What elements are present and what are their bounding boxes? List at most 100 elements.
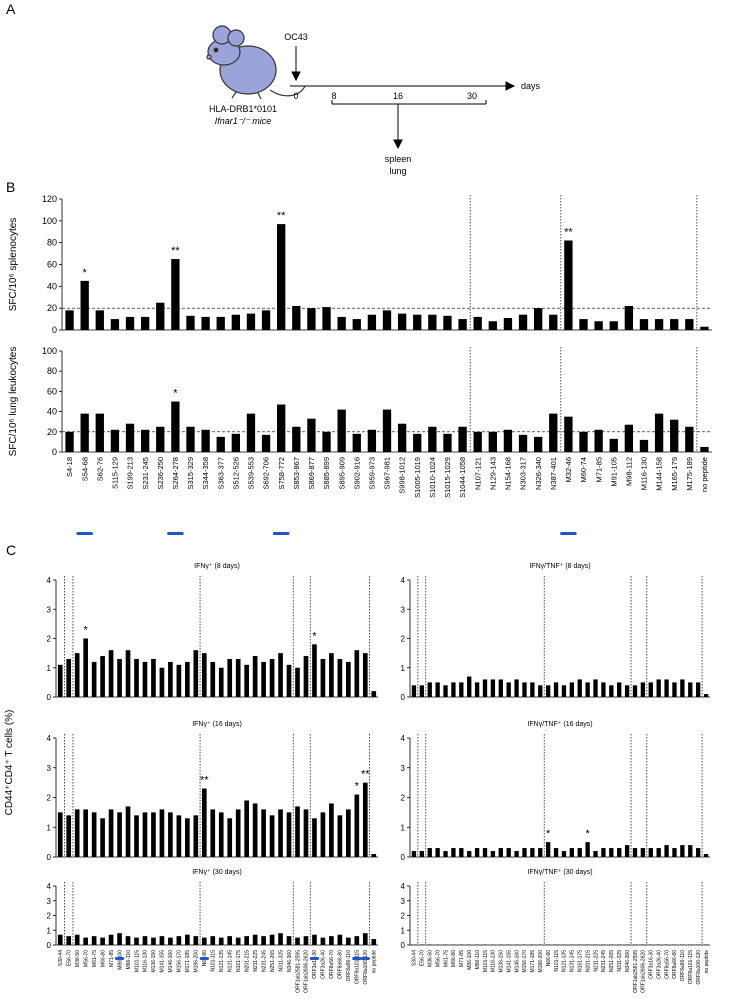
x-tick-label: N251-265 (609, 950, 615, 972)
bar (367, 314, 377, 330)
bar (700, 446, 709, 452)
bar (125, 650, 131, 697)
bar (435, 848, 440, 857)
bar (295, 806, 300, 857)
x-tick-label: S1010-1024 (428, 457, 437, 498)
y-tick-label: 3 (47, 897, 52, 906)
bar (312, 934, 317, 945)
x-tick-label: ORF8a56-70 (664, 950, 670, 979)
x-tick-label: N346-360 (287, 950, 293, 972)
x-tick-label: M96-110 (475, 950, 481, 970)
x-tick-label: N251-265 (270, 950, 276, 972)
bar (193, 815, 199, 857)
bar (125, 806, 131, 857)
bar (518, 434, 528, 452)
x-tick-label: ORF1ab2606-2620 (304, 950, 310, 993)
bar (329, 936, 334, 945)
bar (65, 310, 74, 330)
bar (303, 656, 309, 697)
x-tick-label: N211-225 (253, 950, 259, 972)
bar (451, 682, 456, 697)
x-tick-label: N211-225 (593, 950, 599, 972)
x-tick-label: S959-973 (368, 457, 377, 490)
x-tick-label: M186-200 (538, 950, 544, 973)
bar (108, 650, 114, 697)
x-tick-label: ORF8a56-70 (329, 950, 335, 979)
bar (329, 653, 334, 697)
y-tick-label: 2 (401, 635, 406, 644)
bar (498, 848, 503, 857)
bar (664, 679, 669, 697)
bar (594, 429, 603, 452)
bar (354, 794, 360, 857)
y-tick-label: 1 (47, 926, 52, 935)
bar (593, 851, 598, 857)
panel-title: IFNγ/TNF⁺ (16 days) (527, 721, 592, 728)
day-label: 8 (331, 91, 336, 101)
x-tick-label: N121-135 (562, 950, 568, 972)
y-tick-label: 1 (401, 664, 406, 673)
x-tick-label: M141-155 (160, 950, 166, 973)
bar (474, 682, 480, 697)
bar (322, 307, 331, 330)
bar (252, 803, 258, 857)
bar (624, 685, 630, 697)
bar (352, 433, 361, 452)
bar (624, 424, 634, 452)
x-tick-label: N231-245 (261, 950, 267, 972)
bar (201, 429, 210, 452)
highlight-underline (272, 532, 290, 535)
significance-star: * (546, 828, 551, 840)
bar (549, 314, 558, 330)
bar (286, 812, 292, 857)
bar (312, 818, 317, 857)
x-tick-label: M116-130 (640, 457, 649, 490)
bar (307, 308, 316, 330)
bar (168, 661, 173, 697)
bar (91, 812, 97, 857)
bar (168, 937, 173, 945)
x-tick-label: M171-185 (530, 950, 536, 973)
bar (91, 936, 97, 945)
x-tick-label: S199-213 (126, 457, 135, 490)
x-tick-label: M156-170 (522, 950, 528, 973)
x-tick-label: ORF8a96-110 (346, 950, 352, 982)
bar (277, 404, 286, 452)
significance-star: ** (171, 245, 180, 257)
bar (235, 658, 241, 697)
highlight-underline (309, 957, 320, 960)
x-tick-label: S115-129 (111, 457, 120, 489)
bar (534, 308, 543, 330)
x-tick-label: M66-80 (451, 950, 457, 967)
bar (210, 661, 216, 697)
bar (244, 664, 249, 697)
bar (337, 316, 346, 330)
bar (261, 809, 266, 857)
x-tick-label: N161-175 (577, 950, 583, 972)
x-tick-label: ORF3a16-30 (649, 950, 655, 979)
x-tick-label: ORF8a66-80 (672, 950, 678, 979)
bar (579, 319, 588, 330)
bar (218, 667, 224, 697)
bar (337, 409, 346, 452)
bar (672, 682, 677, 697)
x-tick-label: N131-145 (227, 950, 233, 972)
bar (142, 661, 148, 697)
x-tick-label: M146-160 (514, 950, 520, 973)
x-tick-label: ORF8a101-115 (355, 950, 361, 984)
y-tick-label: 0 (47, 853, 52, 862)
bar (538, 685, 543, 697)
y-tick-label: 20 (47, 427, 57, 437)
x-tick-label: N346-360 (625, 950, 631, 972)
panel-label: C (6, 542, 16, 558)
bar (685, 426, 694, 452)
bar (292, 426, 301, 452)
bar (193, 650, 199, 697)
bar (397, 423, 407, 452)
bar (65, 431, 74, 452)
bar (218, 937, 224, 945)
y-tick-label: 0 (401, 941, 406, 950)
bar (654, 319, 664, 330)
bar (140, 316, 150, 330)
